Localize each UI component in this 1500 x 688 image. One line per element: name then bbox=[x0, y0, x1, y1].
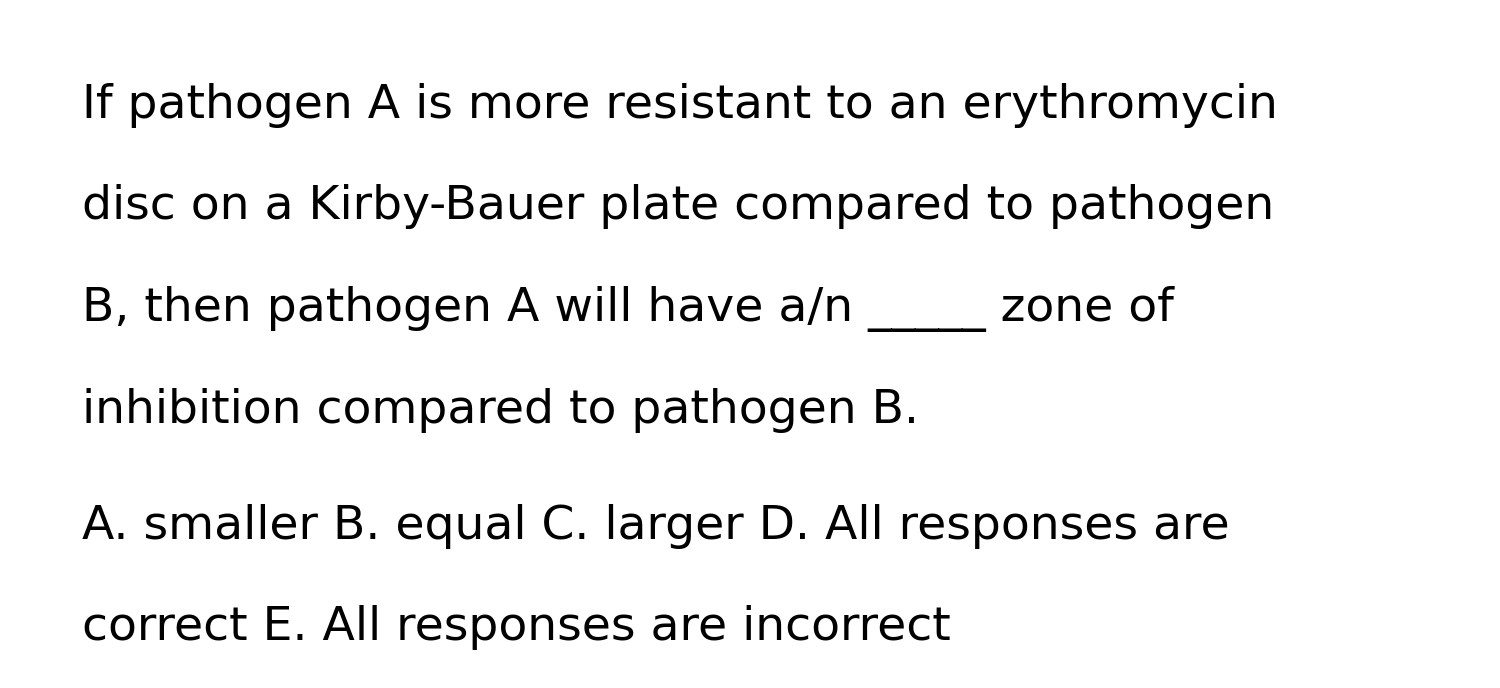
Text: correct E. All responses are incorrect: correct E. All responses are incorrect bbox=[82, 605, 951, 650]
Text: disc on a Kirby-Bauer plate compared to pathogen: disc on a Kirby-Bauer plate compared to … bbox=[82, 184, 1275, 229]
Text: B, then pathogen A will have a/n _____ zone of: B, then pathogen A will have a/n _____ z… bbox=[82, 286, 1174, 332]
Text: inhibition compared to pathogen B.: inhibition compared to pathogen B. bbox=[82, 388, 919, 433]
Text: If pathogen A is more resistant to an erythromycin: If pathogen A is more resistant to an er… bbox=[82, 83, 1278, 127]
Text: A. smaller B. equal C. larger D. All responses are: A. smaller B. equal C. larger D. All res… bbox=[82, 504, 1230, 548]
